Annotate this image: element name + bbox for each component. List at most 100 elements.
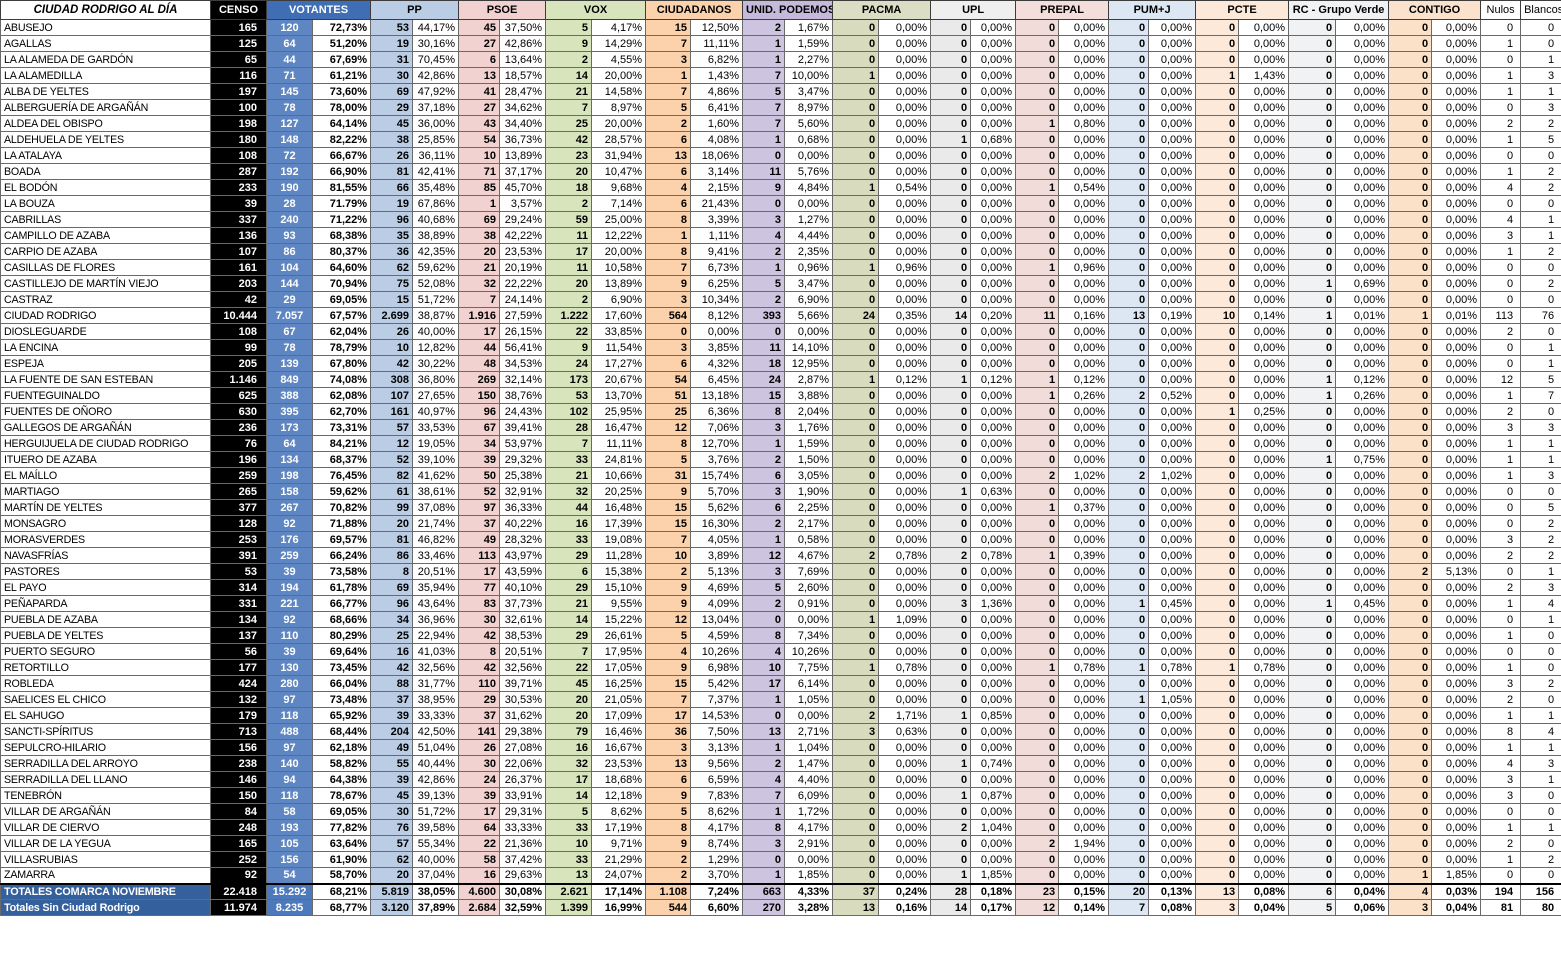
cell-pacma-pct[interactable]: 0,00% — [878, 99, 932, 116]
cell-psoe-pct[interactable]: 23,53% — [499, 243, 547, 260]
cell-up-count[interactable]: 3 — [742, 211, 786, 228]
cell-pumj-count[interactable]: 0 — [1108, 499, 1150, 516]
cell-up-count[interactable]: 13 — [742, 723, 786, 740]
cell-censo[interactable]: 233 — [210, 179, 267, 196]
cell-contigo-pct[interactable]: 0,00% — [1431, 739, 1482, 756]
cell-pp-count[interactable]: 20 — [370, 867, 414, 884]
cell-rc-pct[interactable]: 0,00% — [1335, 483, 1390, 500]
cell-pp-pct[interactable]: 70,45% — [412, 51, 460, 68]
cell-vox-pct[interactable]: 12,22% — [591, 227, 647, 244]
cell-censo[interactable]: 150 — [210, 787, 267, 804]
cell-contigo-pct[interactable]: 0,00% — [1431, 275, 1482, 292]
cell-pp-pct[interactable]: 33,46% — [412, 547, 460, 564]
cell-psoe-pct[interactable]: 20,51% — [499, 643, 547, 660]
cell-censo[interactable]: 252 — [210, 851, 267, 868]
cell-upl-count[interactable]: 0 — [930, 163, 972, 180]
cell-vox-count[interactable]: 10 — [545, 835, 593, 852]
cell-censo[interactable]: 39 — [210, 195, 267, 212]
cell-rc-count[interactable]: 0 — [1288, 179, 1337, 196]
cell-censo[interactable]: 92 — [210, 867, 267, 884]
cell-pumj-pct[interactable]: 1,02% — [1148, 467, 1197, 484]
cell-pumj-pct[interactable]: 0,00% — [1148, 355, 1197, 372]
cell-pumj-count[interactable]: 0 — [1108, 51, 1150, 68]
cell-votantes-count[interactable]: 92 — [266, 611, 313, 628]
cell-psoe-count[interactable]: 27 — [458, 35, 501, 52]
cell-vox-pct[interactable]: 33,85% — [591, 323, 647, 340]
cell-blancos[interactable]: 3 — [1520, 99, 1561, 116]
cell-votantes-pct[interactable]: 68,77% — [311, 899, 372, 916]
cell-pcte-count[interactable]: 0 — [1195, 547, 1240, 564]
cell-pp-pct[interactable]: 30,16% — [412, 35, 460, 52]
cell-pp-pct[interactable]: 51,04% — [412, 739, 460, 756]
cell-psoe-pct[interactable]: 38,76% — [499, 387, 547, 404]
cell-pacma-pct[interactable]: 0,00% — [878, 579, 932, 596]
cell-pcte-pct[interactable]: 0,00% — [1238, 755, 1290, 772]
cell-pcte-count[interactable]: 0 — [1195, 211, 1240, 228]
cell-pp-pct[interactable]: 37,89% — [412, 899, 460, 916]
cell-up-count[interactable]: 9 — [742, 179, 786, 196]
cell-contigo-pct[interactable]: 0,01% — [1431, 307, 1482, 324]
cell-prepal-pct[interactable]: 0,00% — [1058, 99, 1110, 116]
cell-cs-count[interactable]: 5 — [645, 627, 692, 644]
cell-up-count[interactable]: 1 — [742, 531, 786, 548]
cell-pumj-count[interactable]: 0 — [1108, 355, 1150, 372]
cell-up-pct[interactable]: 8,97% — [784, 99, 834, 116]
cell-pumj-count[interactable]: 7 — [1108, 899, 1150, 916]
cell-rc-pct[interactable]: 0,45% — [1335, 595, 1390, 612]
cell-rc-count[interactable]: 0 — [1288, 611, 1337, 628]
cell-pacma-pct[interactable]: 0,00% — [878, 403, 932, 420]
cell-pacma-count[interactable]: 0 — [832, 147, 880, 164]
cell-prepal-pct[interactable]: 1,94% — [1058, 835, 1110, 852]
cell-cs-pct[interactable]: 6,60% — [690, 899, 744, 916]
column-header-upl[interactable]: UPL — [930, 0, 1017, 20]
cell-rc-pct[interactable]: 0,00% — [1335, 691, 1390, 708]
cell-vox-pct[interactable]: 25,95% — [591, 403, 647, 420]
cell-rc-pct[interactable]: 0,00% — [1335, 851, 1390, 868]
cell-pp-pct[interactable]: 37,08% — [412, 499, 460, 516]
cell-rc-pct[interactable]: 0,00% — [1335, 259, 1390, 276]
cell-up-pct[interactable]: 3,47% — [784, 83, 834, 100]
cell-votantes-pct[interactable]: 68,21% — [311, 882, 372, 900]
cell-votantes-pct[interactable]: 73,45% — [311, 659, 372, 676]
cell-pumj-count[interactable]: 0 — [1108, 259, 1150, 276]
cell-upl-count[interactable]: 0 — [930, 291, 972, 308]
cell-up-pct[interactable]: 1,04% — [784, 739, 834, 756]
cell-vox-count[interactable]: 17 — [545, 771, 593, 788]
cell-psoe-pct[interactable]: 29,32% — [499, 451, 547, 468]
cell-prepal-pct[interactable]: 0,00% — [1058, 419, 1110, 436]
cell-psoe-pct[interactable]: 37,73% — [499, 595, 547, 612]
cell-cs-pct[interactable]: 4,59% — [690, 627, 744, 644]
cell-contigo-pct[interactable]: 0,00% — [1431, 547, 1482, 564]
cell-psoe-pct[interactable]: 40,10% — [499, 579, 547, 596]
cell-contigo-count[interactable]: 0 — [1388, 259, 1433, 276]
cell-upl-pct[interactable]: 0,00% — [970, 387, 1017, 404]
cell-pacma-pct[interactable]: 0,00% — [878, 691, 932, 708]
cell-pumj-pct[interactable]: 0,00% — [1148, 19, 1197, 36]
cell-name[interactable]: SEPULCRO-HILARIO — [0, 739, 211, 756]
cell-upl-pct[interactable]: 0,12% — [970, 371, 1017, 388]
cell-pp-count[interactable]: 42 — [370, 659, 414, 676]
cell-pacma-pct[interactable]: 0,00% — [878, 115, 932, 132]
cell-upl-count[interactable]: 0 — [930, 275, 972, 292]
cell-censo[interactable]: 259 — [210, 467, 267, 484]
cell-rc-count[interactable]: 0 — [1288, 499, 1337, 516]
cell-votantes-pct[interactable]: 69,57% — [311, 531, 372, 548]
cell-vox-pct[interactable]: 20,00% — [591, 67, 647, 84]
cell-pacma-count[interactable]: 0 — [832, 291, 880, 308]
cell-rc-count[interactable]: 1 — [1288, 371, 1337, 388]
cell-pacma-pct[interactable]: 0,00% — [878, 771, 932, 788]
cell-upl-count[interactable]: 0 — [930, 387, 972, 404]
cell-rc-pct[interactable]: 0,00% — [1335, 515, 1390, 532]
cell-name[interactable]: PUEBLA DE AZABA — [0, 611, 211, 628]
cell-vox-count[interactable]: 11 — [545, 259, 593, 276]
cell-upl-pct[interactable]: 0,00% — [970, 627, 1017, 644]
cell-nulos[interactable]: 3 — [1480, 771, 1522, 788]
cell-pacma-pct[interactable]: 0,00% — [878, 803, 932, 820]
cell-pumj-pct[interactable]: 0,00% — [1148, 803, 1197, 820]
cell-pumj-pct[interactable]: 0,00% — [1148, 675, 1197, 692]
cell-blancos[interactable]: 3 — [1520, 419, 1561, 436]
cell-votantes-count[interactable]: 86 — [266, 243, 313, 260]
cell-psoe-pct[interactable]: 42,86% — [499, 35, 547, 52]
cell-name[interactable]: CAMPILLO DE AZABA — [0, 227, 211, 244]
cell-vox-count[interactable]: 23 — [545, 147, 593, 164]
